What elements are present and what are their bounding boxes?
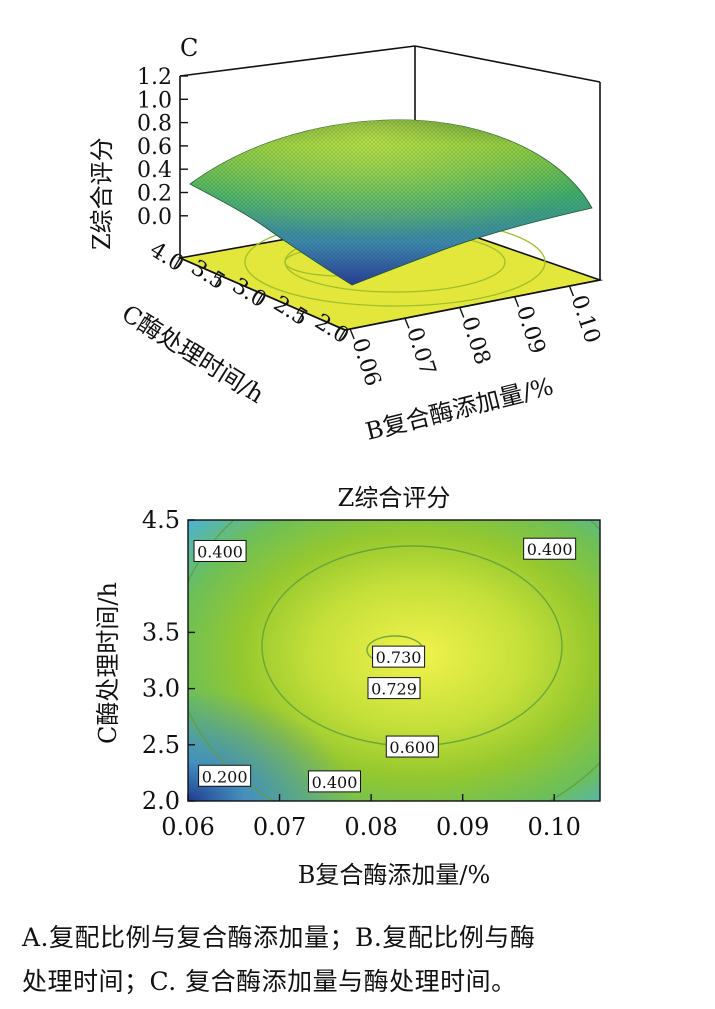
x-tick-label: 0.07 <box>253 813 306 841</box>
z-tick-label: 1.2 <box>137 65 172 90</box>
x-axis-label: B复合酶添加量/% <box>298 861 491 889</box>
x-tick-label: 0.10 <box>528 813 581 841</box>
panel-label: C <box>180 34 198 62</box>
z-tick-label: 1.0 <box>137 88 172 113</box>
x-tick-mark <box>513 296 520 308</box>
contour-label: 0.729 <box>367 677 421 700</box>
x-tick-mark <box>349 328 355 340</box>
contour-label: 0.730 <box>372 645 426 668</box>
y-axis-label-3d: C酶处理时间/h <box>117 299 269 409</box>
x-tick-mark <box>568 285 575 297</box>
contour-label: 0.400 <box>523 537 577 560</box>
z-axis-label: Z综合评分 <box>88 137 116 250</box>
x-tick-label: 0.06 <box>161 813 214 841</box>
z-tick-label: 0.4 <box>137 158 172 183</box>
z-tick-label: 0.6 <box>137 135 172 160</box>
y-tick-label: 4.0 <box>145 237 188 277</box>
y-tick-mark <box>173 257 181 269</box>
svg-text:0.400: 0.400 <box>527 540 573 559</box>
x-axis: 0.06 0.07 0.08 0.09 0.10 <box>161 794 581 841</box>
contour-label: 0.400 <box>307 770 361 793</box>
contour-labels: 0.400 0.400 0.730 0.729 0.600 0.200 0.400 <box>193 537 577 793</box>
y-tick-mark <box>297 311 305 323</box>
svg-text:0.400: 0.400 <box>312 773 358 792</box>
contour-label: 0.200 <box>198 764 252 787</box>
y-tick-label: 2.5 <box>142 731 180 759</box>
y-tick-mark <box>214 275 222 287</box>
caption-line-2: 处理时间；C. 复合酶添加量与酶处理时间。 <box>22 967 517 996</box>
y-tick-label: 2.0 <box>142 787 180 815</box>
y-axis-label: C酶处理时间/h <box>94 582 122 744</box>
svg-text:0.600: 0.600 <box>389 738 435 757</box>
x-tick-label: 0.08 <box>456 314 495 368</box>
figure-caption: A.复配比例与复合酶添加量；B.复配比例与酶 处理时间；C. 复合酶添加量与酶处… <box>22 916 702 1004</box>
x-tick-label: 0.07 <box>401 324 440 378</box>
x-tick-mark <box>459 307 465 318</box>
z-tick-label: 0.0 <box>137 205 172 230</box>
response-surface <box>189 119 593 286</box>
z-tick-label: 0.2 <box>137 182 172 207</box>
x-axis-label-3d: B复合酶添加量/% <box>363 372 557 446</box>
z-tick-label: 0.8 <box>137 112 172 137</box>
x-tick-mark <box>404 317 410 329</box>
svg-text:0.729: 0.729 <box>371 680 417 699</box>
y-tick-label: 3.0 <box>142 675 180 703</box>
x-tick-label: 0.10 <box>566 292 605 346</box>
svg-text:0.200: 0.200 <box>202 767 248 786</box>
svg-text:0.400: 0.400 <box>197 542 243 561</box>
y-tick-mark <box>255 293 264 305</box>
y-axis: 2.0 2.5 3.0 3.5 4.5 <box>142 506 195 815</box>
x-tick-label: 0.06 <box>346 335 385 389</box>
plot-frame <box>187 519 601 802</box>
contour-label: 0.400 <box>193 539 247 562</box>
caption-line-1: A.复配比例与复合酶添加量；B.复配比例与酶 <box>22 923 536 952</box>
contour-title: Z综合评分 <box>338 484 451 512</box>
y-tick-mark <box>338 329 346 341</box>
y-tick-label: 3.5 <box>142 618 180 646</box>
x-tick-label: 0.08 <box>344 813 397 841</box>
svg-text:0.730: 0.730 <box>376 648 422 667</box>
x-tick-label: 0.09 <box>511 303 550 357</box>
contour-label: 0.600 <box>385 735 439 758</box>
surface-plot: C 1.21.00.80.60.40.20.0 Z综合评分 4.03.53.02… <box>88 34 605 446</box>
y-tick-label: 4.5 <box>142 506 180 534</box>
z-axis: 1.21.00.80.60.40.20.0 <box>137 65 188 230</box>
x-tick-label: 0.09 <box>436 813 489 841</box>
